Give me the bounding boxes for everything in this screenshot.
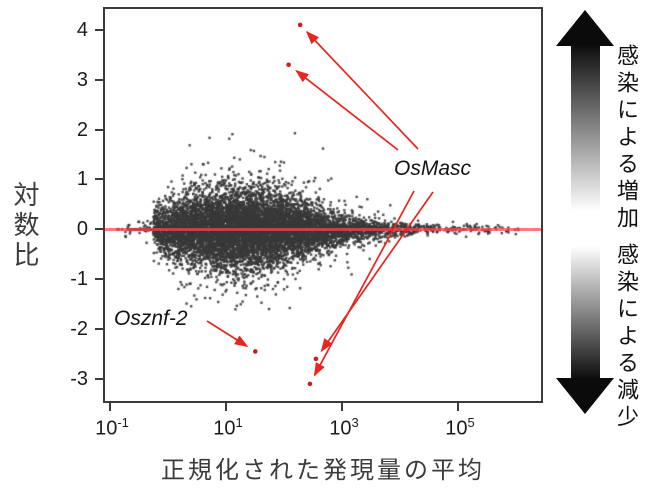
legend-decrease-text: 感染による減少 [614,243,639,432]
y-tick-label: 4 [76,18,88,41]
y-tick-mark [95,178,103,181]
x-tick-mark [457,403,459,411]
y-tick-mark [95,377,103,380]
y-tick-mark [95,128,103,131]
y-tick-mark [95,278,103,281]
y-tick-mark [95,228,103,231]
legend-increase-text: 感染による増加 [614,44,639,233]
y-tick-mark [95,28,103,31]
x-tick-mark [109,403,111,411]
x-tick-mark [225,403,227,411]
x-tick-label: 105 [445,415,475,440]
y-tick-label: -2 [70,318,88,341]
decrease-arrow-shaft [571,246,600,380]
decrease-arrow-icon [556,378,614,414]
y-axis-label: 対数比 [10,181,40,271]
y-tick-label: 0 [76,218,88,241]
y-tick-mark [95,78,103,81]
x-tick-label: 10-1 [95,415,129,440]
plot-area [103,7,543,403]
scatter-cloud-canvas [105,9,541,401]
osmasc-gene-label: OsMasc [394,157,472,180]
x-tick-label: 101 [213,415,243,440]
y-tick-label: -1 [70,268,88,291]
y-tick-label: 2 [76,118,88,141]
y-tick-label: 3 [76,68,88,91]
increase-arrow-shaft [571,44,600,211]
y-tick-mark [95,328,103,331]
x-axis-label: 正規化された発現量の平均 [161,457,485,484]
osznf2-gene-label: Osznf-2 [114,307,188,330]
increase-arrow-icon [556,10,614,46]
x-tick-label: 103 [329,415,359,440]
y-tick-label: 1 [76,168,88,191]
x-tick-mark [341,403,343,411]
y-tick-label: -3 [70,367,88,390]
